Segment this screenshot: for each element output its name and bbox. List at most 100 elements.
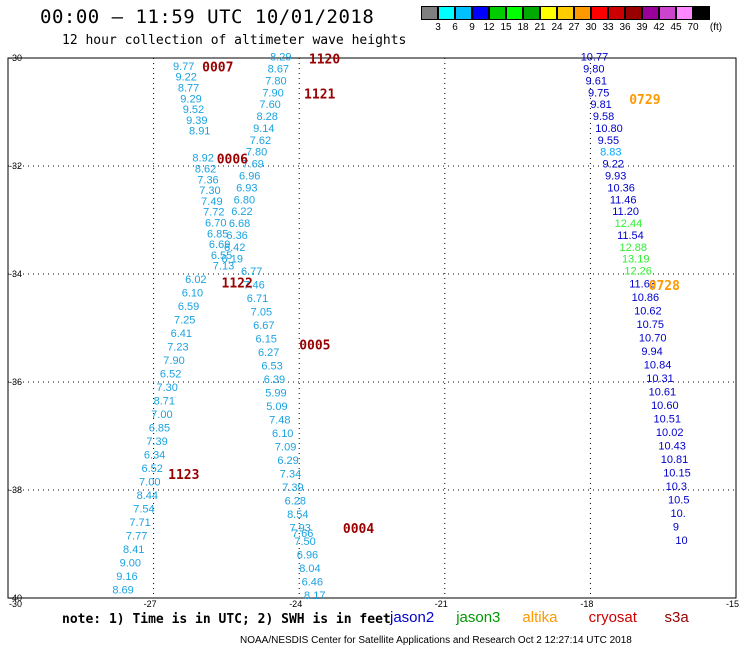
swh-value: 9.29 <box>180 93 201 105</box>
swh-value: 10.80 <box>595 123 623 135</box>
colorbar-label: 12 <box>483 22 495 33</box>
swh-value: 8.71 <box>154 396 175 408</box>
swh-value: 7.39 <box>146 436 167 448</box>
colorbar-swatch <box>438 6 455 20</box>
page-title: 00:00 – 11:59 UTC 10/01/2018 <box>40 6 375 28</box>
colorbar-label: 24 <box>551 22 563 33</box>
swh-value: 8.67 <box>268 64 289 76</box>
swh-value: 9.93 <box>605 171 626 183</box>
pass-time-label: 0007 <box>202 61 233 76</box>
swh-value: 10.77 <box>581 52 609 64</box>
swh-value: 9.81 <box>590 99 611 111</box>
swh-value: 8.41 <box>123 544 144 556</box>
swh-value: 10.15 <box>663 468 691 480</box>
colorbar-swatch <box>642 6 659 20</box>
swh-value: 9 <box>673 522 679 534</box>
swh-value: 10.5 <box>668 495 689 507</box>
swh-value: 6.19 <box>222 254 243 266</box>
page-subtitle: 12 hour collection of altimeter wave hei… <box>62 33 407 48</box>
swh-value: 6.55 <box>211 250 232 262</box>
y-tick-label: -36 <box>9 377 22 387</box>
swh-value: 8.28 <box>256 111 277 123</box>
swh-value: 10 <box>675 535 687 547</box>
swh-value: 7.39 <box>282 482 303 494</box>
swh-value: 7.80 <box>246 147 267 159</box>
colorbar-label: 27 <box>568 22 580 33</box>
swh-value: 8.77 <box>178 82 199 94</box>
swh-value: 8.04 <box>299 563 320 575</box>
swh-value: 11.63 <box>629 279 656 291</box>
swh-value: 7.34 <box>280 469 301 481</box>
colorbar-label: 9 <box>469 22 475 33</box>
swh-value: 7.69 <box>242 159 263 171</box>
swh-value: 6.53 <box>261 361 282 373</box>
swh-value: 6.52 <box>160 369 181 381</box>
swh-value: 7.62 <box>250 135 271 147</box>
colorbar-label: 39 <box>636 22 648 33</box>
colorbar-swatch <box>523 6 540 20</box>
swh-value: 8.83 <box>600 147 621 159</box>
y-tick-label: -38 <box>9 485 22 495</box>
y-tick-label: -34 <box>9 269 22 279</box>
swh-value: 7.80 <box>265 75 286 87</box>
swh-value: 8.29 <box>270 52 291 64</box>
colorbar-swatch <box>693 6 710 20</box>
swh-value: 10.36 <box>607 182 635 194</box>
swh-value: 10.62 <box>634 306 662 318</box>
swh-value: 11.54 <box>617 230 644 242</box>
x-tick-label: -15 <box>726 599 739 609</box>
swh-value: 7.77 <box>126 531 147 543</box>
colorbar-swatch <box>625 6 642 20</box>
colorbar-label: 33 <box>602 22 614 33</box>
colorbar-swatch <box>659 6 676 20</box>
swh-value: 6.28 <box>285 496 306 508</box>
pass-time-label: 0006 <box>217 152 248 167</box>
swh-value: 9.39 <box>186 115 207 127</box>
swh-value: 6.46 <box>302 577 323 589</box>
pass-time-label: 1122 <box>222 277 253 292</box>
colorbar-label: 36 <box>619 22 631 33</box>
colorbar-label: 21 <box>534 22 546 33</box>
swh-value: 9.52 <box>183 104 204 116</box>
x-tick-label: -24 <box>289 599 302 609</box>
swh-value: 7.46 <box>243 280 264 292</box>
swh-value: 6.36 <box>226 230 247 242</box>
swh-value: 12.44 <box>615 218 643 230</box>
pass-time-label: 0729 <box>629 93 660 108</box>
swh-value: 7.30 <box>157 382 178 394</box>
colorbar-swatch <box>506 6 523 20</box>
swh-value: 10.43 <box>658 441 686 453</box>
swh-value: 9.58 <box>593 111 614 123</box>
y-tick-label: -30 <box>9 53 22 63</box>
swh-value: 7.54 <box>133 504 154 516</box>
swh-value: 9.77 <box>173 61 194 73</box>
x-tick-label: -27 <box>144 599 157 609</box>
swh-value: 7.48 <box>269 415 290 427</box>
swh-value: 9.80 <box>583 64 604 76</box>
swh-value: 6.29 <box>277 455 298 467</box>
swh-value: 9.94 <box>641 346 662 358</box>
swh-value: 10.61 <box>649 387 677 399</box>
swh-value: 6.59 <box>178 301 199 313</box>
swh-value: 10.86 <box>632 292 660 304</box>
swh-value: 6.27 <box>258 347 279 359</box>
swh-value: 6.39 <box>264 374 285 386</box>
swh-value: 6.41 <box>171 328 192 340</box>
swh-value: 6.34 <box>144 450 165 462</box>
swh-value: 10.84 <box>644 360 672 372</box>
pass-time-label: 1120 <box>309 52 340 67</box>
x-tick-label: -18 <box>580 599 593 609</box>
swh-value: 6.67 <box>253 320 274 332</box>
swh-value: 9.75 <box>588 87 609 99</box>
mission-label: altika <box>522 609 558 626</box>
swh-value: 6.42 <box>224 242 245 254</box>
swh-value: 5.99 <box>265 388 286 400</box>
swh-value: 12.26 <box>624 266 652 278</box>
swh-value: 7.00 <box>151 409 172 421</box>
swh-value: 10.81 <box>661 454 689 466</box>
swh-value: 7.30 <box>199 185 220 197</box>
colorbar-label: 3 <box>435 22 441 33</box>
swh-value: 6.52 <box>141 463 162 475</box>
swh-value: 6.69 <box>209 239 230 251</box>
swh-value: 11.20 <box>612 206 639 218</box>
